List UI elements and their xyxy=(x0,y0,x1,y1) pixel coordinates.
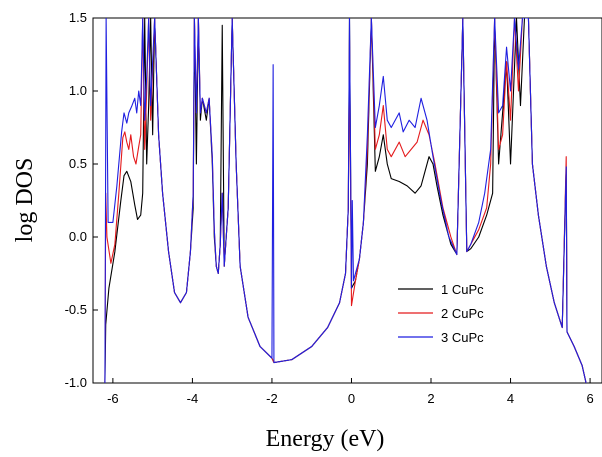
legend-label-2: 2 CuPc xyxy=(441,306,484,321)
y-tick-label: 0.0 xyxy=(69,229,87,244)
y-tick-label: 1.5 xyxy=(69,10,87,25)
x-tick-label: 0 xyxy=(348,391,355,406)
x-tick-label: 4 xyxy=(507,391,514,406)
y-tick-label: -0.5 xyxy=(65,302,87,317)
x-axis-title: Energy (eV) xyxy=(266,426,385,452)
series-lines xyxy=(104,18,587,383)
legend-label-3: 3 CuPc xyxy=(441,330,484,345)
y-axis: -1.0 -0.5 0.0 0.5 1.0 1.5 xyxy=(65,10,98,390)
y-tick-label: 0.5 xyxy=(69,156,87,171)
x-tick-label: 6 xyxy=(586,391,593,406)
x-tick-label: 2 xyxy=(427,391,434,406)
legend-label-1: 1 CuPc xyxy=(441,282,484,297)
y-tick-label: 1.0 xyxy=(69,83,87,98)
series-line-1 xyxy=(104,18,587,383)
plot-frame xyxy=(92,17,602,384)
x-tick-label: -2 xyxy=(266,391,278,406)
x-tick-label: -4 xyxy=(187,391,199,406)
x-tick-label: -6 xyxy=(107,391,119,406)
y-axis-title: log DOS xyxy=(12,158,38,243)
legend: 1 CuPc 2 CuPc 3 CuPc xyxy=(398,282,484,345)
x-axis: -6 -4 -2 0 2 4 6 xyxy=(107,378,594,406)
series-line-3 xyxy=(104,18,587,383)
y-tick-label: -1.0 xyxy=(65,375,87,390)
